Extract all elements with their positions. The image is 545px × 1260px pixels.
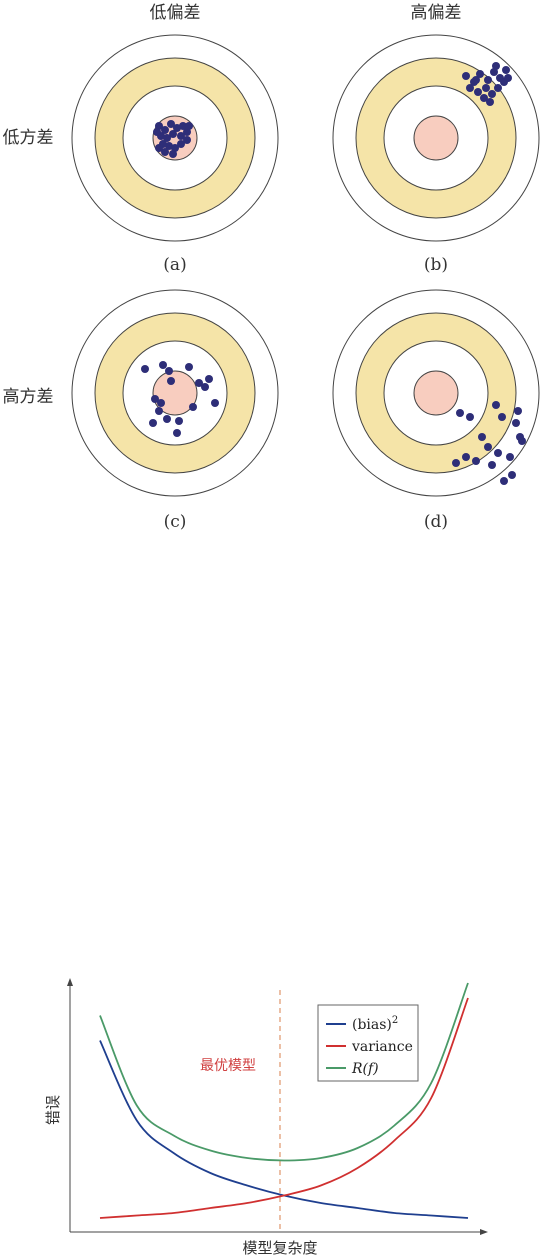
dot [508,471,516,479]
dot [167,377,175,385]
dot [169,130,177,138]
dot [456,409,464,417]
dot [163,134,171,142]
dot [165,367,173,375]
dot [492,62,500,70]
row-header-high-variance: 高方差 [3,387,54,407]
dot [161,126,169,134]
row-header-low-variance: 低方差 [3,128,54,148]
legend-label-bias: (bias) [352,1017,392,1033]
dot [153,128,161,136]
dot [185,363,193,371]
dot [488,90,496,98]
dot [173,429,181,437]
series-risk-line [99,982,469,1162]
dot [484,76,492,84]
bias-variance-chart: 模型复杂度 错误 最优模型 (bias)2 variance R(f) [44,978,488,1257]
dot [177,132,185,140]
dot [462,72,470,80]
dot [159,361,167,369]
dot [494,449,502,457]
legend-entry-variance: variance [351,1039,413,1055]
target-panel-b [332,34,540,242]
dot [502,66,510,74]
dot [506,453,514,461]
legend-entry-bias: (bias)2 [352,1015,398,1033]
legend-entry-risk: R(f) [351,1061,379,1077]
dot [500,477,508,485]
x-axis-label: 模型复杂度 [242,1239,317,1257]
caption-d: (d) [424,512,448,532]
dot [157,399,165,407]
optimum-label: 最优模型 [200,1058,256,1074]
dot [155,144,163,152]
dot [472,457,480,465]
dot [452,459,460,467]
dot [494,84,502,92]
caption-c: (c) [164,512,187,532]
dot [151,395,159,403]
dot [482,84,490,92]
series-variance-line [99,997,469,1219]
dot [466,413,474,421]
dot [183,136,191,144]
dot [211,399,219,407]
dot [498,413,506,421]
series-group [99,982,469,1219]
target-panel-c [71,289,279,497]
dot [155,407,163,415]
col-header-high-bias: 高偏差 [411,3,462,23]
bullseye [413,115,459,161]
dot [514,407,522,415]
dot [486,98,494,106]
dot [480,94,488,102]
y-axis-arrow [67,978,73,986]
dot [492,401,500,409]
dot [484,443,492,451]
dot [478,433,486,441]
col-header-low-bias: 低偏差 [150,3,201,23]
dot [179,122,187,130]
dot [161,148,169,156]
bullseye [413,370,459,416]
target-panel-d [332,289,540,497]
dot [205,375,213,383]
dot-cluster [153,120,193,158]
dot [466,84,474,92]
dot [201,383,209,391]
caption-b: (b) [424,255,448,275]
dot [175,417,183,425]
dot [189,403,197,411]
target-panel-a [71,34,279,242]
dot-cluster [452,401,526,485]
dot [512,419,520,427]
dot [518,437,526,445]
dot [141,365,149,373]
legend-superscript-bias: 2 [392,1015,398,1026]
dot [149,419,157,427]
dot [195,379,203,387]
dot [462,453,470,461]
dot [177,140,185,148]
dot [476,70,484,78]
dot [167,120,175,128]
dot [169,150,177,158]
y-axis-label: 错误 [44,1095,62,1125]
dot-cluster [462,62,512,106]
dot [474,88,482,96]
x-axis-arrow [480,1229,488,1235]
caption-a: (a) [163,255,186,275]
dot [472,76,480,84]
dot-cluster [141,361,219,437]
legend: (bias)2 variance R(f) [317,1004,419,1082]
dot [185,122,193,130]
dot [504,74,512,82]
dot [488,461,496,469]
dot [163,415,171,423]
